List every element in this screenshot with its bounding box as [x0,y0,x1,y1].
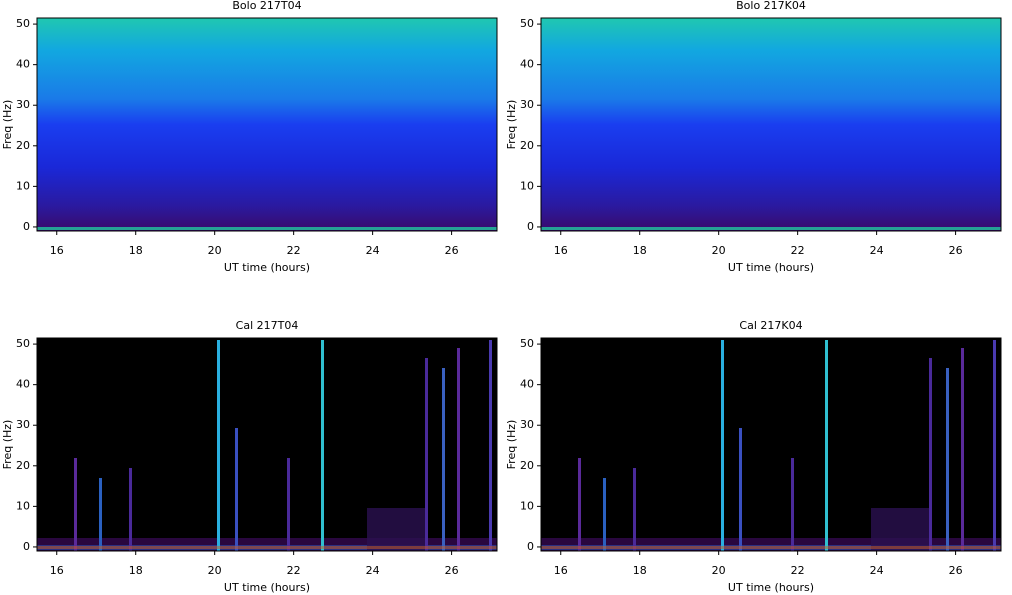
y-axis-label: Freq (Hz) [505,420,518,470]
y-axis-label: Freq (Hz) [505,100,518,150]
y-tick-label: 0 [527,540,534,553]
x-tick-label: 16 [554,244,568,257]
panel: Cal 217K04 UT time (hours) Freq (Hz) 16 18 20… [505,319,1002,594]
x-tick-label: 22 [791,564,805,577]
x-tick-label: 18 [633,564,647,577]
x-tick-label: 26 [949,244,963,257]
x-tick-label: 24 [870,564,884,577]
low-band [37,227,497,230]
y-tick-label: 40 [520,378,534,391]
y-tick-label: 40 [520,58,534,71]
y-tick-label: 20 [520,459,534,472]
y-tick-label: 10 [520,499,534,512]
y-tick-label: 10 [16,499,30,512]
x-tick-label: 24 [366,244,380,257]
panel-title: Bolo 217T04 [232,0,301,12]
y-tick-label: 30 [16,98,30,111]
panel: Bolo 217K04 UT time (hours) Freq (Hz) 16 18 2… [505,0,1002,274]
spectrogram-image [541,18,1001,231]
y-tick-label: 0 [23,220,30,233]
x-tick-label: 26 [949,564,963,577]
x-tick-label: 22 [287,564,301,577]
y-tick-label: 30 [520,98,534,111]
x-tick-label: 22 [791,244,805,257]
panel-title: Bolo 217K04 [736,0,806,12]
y-axis-label: Freq (Hz) [1,420,14,470]
y-tick-label: 0 [23,540,30,553]
y-tick-label: 20 [520,139,534,152]
panel: Bolo 217T04 UT time (hours) Freq (Hz) 16 18 2… [1,0,498,274]
x-tick-label: 18 [129,244,143,257]
y-tick-label: 50 [16,337,30,350]
y-tick-label: 40 [16,378,30,391]
x-tick-label: 18 [129,564,143,577]
x-axis-label: UT time (hours) [224,261,310,274]
spectrogram-image [37,18,497,231]
y-tick-label: 10 [16,179,30,192]
y-tick-label: 0 [527,220,534,233]
y-tick-label: 50 [520,17,534,30]
plot-frame [540,17,1002,232]
x-tick-label: 20 [712,564,726,577]
y-tick-label: 50 [16,17,30,30]
plot-frame [540,337,1002,552]
y-tick-label: 50 [520,337,534,350]
y-tick-label: 10 [520,179,534,192]
plot-frame [36,17,498,232]
x-tick-label: 26 [445,564,459,577]
panel: Cal 217T04 UT time (hours) Freq (Hz) 16 18 20… [1,319,498,594]
x-tick-label: 24 [366,564,380,577]
x-tick-label: 20 [208,564,222,577]
x-tick-label: 26 [445,244,459,257]
x-tick-label: 18 [633,244,647,257]
x-axis-label: UT time (hours) [728,581,814,594]
x-tick-label: 16 [50,564,64,577]
low-band [541,227,1001,230]
panel-title: Cal 217K04 [739,319,802,332]
y-tick-label: 30 [520,418,534,431]
panel-title: Cal 217T04 [236,319,299,332]
y-tick-label: 20 [16,139,30,152]
x-tick-label: 20 [712,244,726,257]
x-tick-label: 24 [870,244,884,257]
x-tick-label: 16 [50,244,64,257]
y-axis-label: Freq (Hz) [1,100,14,150]
y-tick-label: 40 [16,58,30,71]
x-tick-label: 20 [208,244,222,257]
x-tick-label: 16 [554,564,568,577]
y-tick-label: 20 [16,459,30,472]
x-axis-label: UT time (hours) [728,261,814,274]
plot-frame [36,337,498,552]
y-tick-label: 30 [16,418,30,431]
x-tick-label: 22 [287,244,301,257]
x-axis-label: UT time (hours) [224,581,310,594]
